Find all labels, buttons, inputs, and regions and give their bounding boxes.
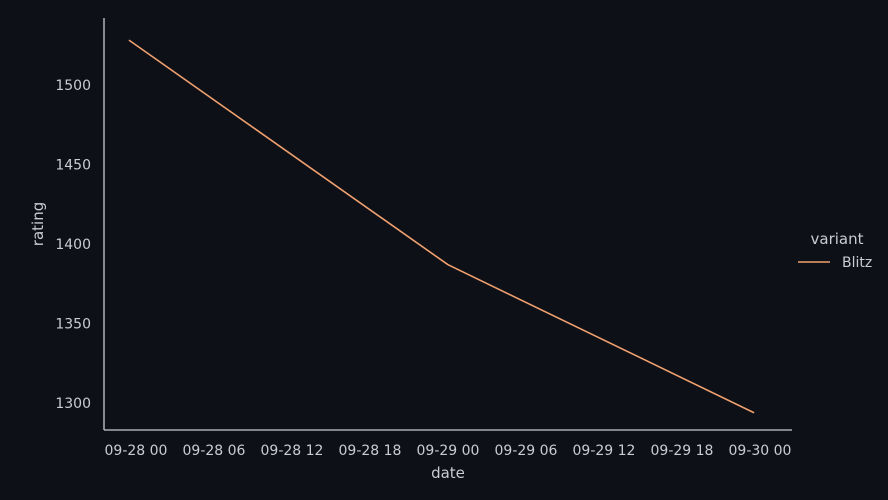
x-tick-label: 09-30 00	[729, 443, 792, 459]
legend-items: Blitz	[798, 255, 872, 271]
legend-title: variant	[811, 230, 864, 248]
y-tick-label: 1400	[55, 237, 91, 253]
x-tick-label: 09-28 12	[261, 443, 324, 459]
x-tick-label: 09-28 06	[183, 443, 246, 459]
x-axis-ticks: 09-28 00 09-28 06 09-28 12 09-28 18 09-29 00…	[105, 443, 792, 459]
x-tick-label: 09-29 18	[651, 443, 714, 459]
legend: variant Blitz	[798, 230, 872, 271]
y-tick-label: 1300	[55, 396, 91, 412]
x-tick-label: 09-29 06	[495, 443, 558, 459]
y-tick-label: 1350	[55, 317, 91, 333]
x-tick-label: 09-28 00	[105, 443, 168, 459]
legend-label: Blitz	[842, 255, 872, 271]
y-axis-ticks: 1300 1350 1400 1450 1500	[55, 78, 91, 412]
series-layer	[128, 39, 755, 414]
y-tick-label: 1450	[55, 158, 91, 174]
x-tick-label: 09-29 00	[417, 443, 480, 459]
x-axis-label: date	[431, 464, 465, 482]
x-tick-label: 09-28 18	[339, 443, 402, 459]
series-line-blitz	[128, 39, 755, 414]
y-axis-label: rating	[29, 202, 47, 246]
y-tick-label: 1500	[55, 78, 91, 94]
x-tick-label: 09-29 12	[573, 443, 636, 459]
